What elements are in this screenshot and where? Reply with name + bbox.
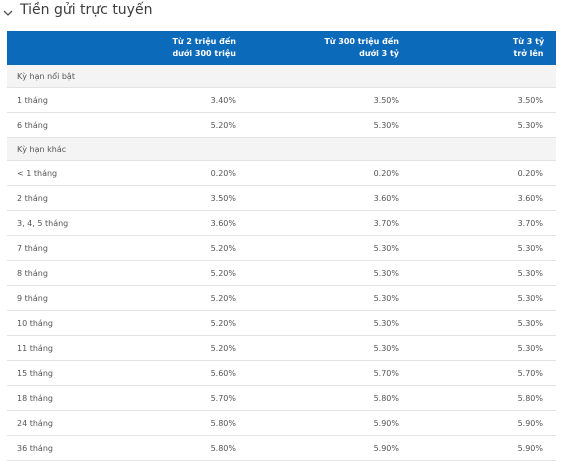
rate-tier-3-cell: 5.80% bbox=[405, 385, 556, 411]
table-row: 8 tháng 5.20% 5.30% 5.30% bbox=[7, 260, 556, 286]
table-row: 24 tháng 5.80% 5.90% 5.90% bbox=[7, 410, 556, 436]
rate-tier-3-cell: 5.90% bbox=[405, 435, 556, 461]
rate-tier-2-cell: 5.70% bbox=[242, 360, 405, 386]
interest-rate-table: Từ 2 triệu đến dưới 300 triệu Từ 300 tri… bbox=[7, 31, 556, 461]
term-cell: 9 tháng bbox=[7, 285, 145, 311]
table-row: 6 tháng 5.20% 5.30% 5.30% bbox=[7, 112, 556, 138]
chevron-down-icon bbox=[2, 4, 14, 16]
term-cell: 18 tháng bbox=[7, 385, 145, 411]
term-cell: 24 tháng bbox=[7, 410, 145, 436]
section-header[interactable]: Tiền gửi trực tuyến bbox=[2, 0, 152, 20]
rate-tier-3-cell: 5.30% bbox=[405, 260, 556, 286]
rate-tier-1-cell: 5.60% bbox=[145, 360, 242, 386]
table-row: 9 tháng 5.20% 5.30% 5.30% bbox=[7, 285, 556, 311]
table-row: 18 tháng 5.70% 5.80% 5.80% bbox=[7, 385, 556, 411]
table-row: 2 tháng 3.50% 3.60% 3.60% bbox=[7, 185, 556, 211]
header-term bbox=[7, 31, 145, 65]
header-tier-2: Từ 300 triệu đến dưới 3 tỷ bbox=[242, 31, 405, 65]
group-row: Kỳ hạn khác bbox=[7, 137, 556, 161]
rate-tier-1-cell: 0.20% bbox=[145, 160, 242, 186]
header-tier-1: Từ 2 triệu đến dưới 300 triệu bbox=[145, 31, 242, 65]
table-row: < 1 tháng 0.20% 0.20% 0.20% bbox=[7, 160, 556, 186]
rate-tier-2-cell: 5.30% bbox=[242, 260, 405, 286]
rate-tier-2-cell: 5.30% bbox=[242, 310, 405, 336]
rate-tier-3-cell: 0.20% bbox=[405, 160, 556, 186]
table-row: 15 tháng 5.60% 5.70% 5.70% bbox=[7, 360, 556, 386]
rate-tier-3-cell: 5.30% bbox=[405, 235, 556, 261]
rate-tier-3-cell: 5.30% bbox=[405, 310, 556, 336]
rate-tier-1-cell: 5.80% bbox=[145, 410, 242, 436]
section-title: Tiền gửi trực tuyến bbox=[20, 2, 153, 18]
rate-tier-3-cell: 5.30% bbox=[405, 112, 556, 138]
term-cell: 2 tháng bbox=[7, 185, 145, 211]
table-row: 7 tháng 5.20% 5.30% 5.30% bbox=[7, 235, 556, 261]
group-row: Kỳ hạn nổi bật bbox=[7, 65, 556, 88]
rate-tier-1-cell: 5.20% bbox=[145, 335, 242, 361]
rate-tier-3-cell: 5.90% bbox=[405, 410, 556, 436]
term-cell: 11 tháng bbox=[7, 335, 145, 361]
header-tier-3: Từ 3 tỷ trở lên bbox=[405, 31, 556, 65]
table-row: 36 tháng 5.80% 5.90% 5.90% bbox=[7, 435, 556, 461]
rate-tier-2-cell: 5.30% bbox=[242, 335, 405, 361]
term-cell: < 1 tháng bbox=[7, 160, 145, 186]
rate-tier-1-cell: 3.40% bbox=[145, 87, 242, 113]
table-row: 11 tháng 5.20% 5.30% 5.30% bbox=[7, 335, 556, 361]
rate-tier-1-cell: 5.20% bbox=[145, 285, 242, 311]
rate-tier-1-cell: 5.70% bbox=[145, 385, 242, 411]
table-row: 1 tháng 3.40% 3.50% 3.50% bbox=[7, 87, 556, 113]
rate-tier-2-cell: 5.30% bbox=[242, 112, 405, 138]
rate-tier-2-cell: 5.90% bbox=[242, 435, 405, 461]
table-header-row: Từ 2 triệu đến dưới 300 triệu Từ 300 tri… bbox=[7, 31, 556, 65]
rate-tier-3-cell: 5.70% bbox=[405, 360, 556, 386]
group-title: Kỳ hạn nổi bật bbox=[7, 65, 556, 88]
rate-tier-1-cell: 5.20% bbox=[145, 260, 242, 286]
rate-tier-3-cell: 5.30% bbox=[405, 335, 556, 361]
term-cell: 15 tháng bbox=[7, 360, 145, 386]
rate-tier-2-cell: 5.90% bbox=[242, 410, 405, 436]
term-cell: 1 tháng bbox=[7, 87, 145, 113]
rate-tier-1-cell: 3.50% bbox=[145, 185, 242, 211]
rate-tier-1-cell: 5.20% bbox=[145, 112, 242, 138]
rate-tier-2-cell: 3.50% bbox=[242, 87, 405, 113]
term-cell: 3, 4, 5 tháng bbox=[7, 210, 145, 236]
rate-tier-1-cell: 5.20% bbox=[145, 235, 242, 261]
group-title: Kỳ hạn khác bbox=[7, 137, 556, 161]
rate-tier-1-cell: 3.60% bbox=[145, 210, 242, 236]
rate-tier-1-cell: 5.20% bbox=[145, 310, 242, 336]
rate-tier-2-cell: 5.30% bbox=[242, 285, 405, 311]
rate-tier-3-cell: 3.70% bbox=[405, 210, 556, 236]
term-cell: 36 tháng bbox=[7, 435, 145, 461]
term-cell: 8 tháng bbox=[7, 260, 145, 286]
term-cell: 10 tháng bbox=[7, 310, 145, 336]
term-cell: 6 tháng bbox=[7, 112, 145, 138]
rate-tier-2-cell: 5.80% bbox=[242, 385, 405, 411]
rate-tier-2-cell: 3.60% bbox=[242, 185, 405, 211]
rate-tier-3-cell: 3.50% bbox=[405, 87, 556, 113]
table-row: 3, 4, 5 tháng 3.60% 3.70% 3.70% bbox=[7, 210, 556, 236]
table-row: 10 tháng 5.20% 5.30% 5.30% bbox=[7, 310, 556, 336]
rate-tier-2-cell: 5.30% bbox=[242, 235, 405, 261]
rate-tier-2-cell: 3.70% bbox=[242, 210, 405, 236]
rate-tier-2-cell: 0.20% bbox=[242, 160, 405, 186]
rate-tier-1-cell: 5.80% bbox=[145, 435, 242, 461]
term-cell: 7 tháng bbox=[7, 235, 145, 261]
rate-tier-3-cell: 5.30% bbox=[405, 285, 556, 311]
rate-tier-3-cell: 3.60% bbox=[405, 185, 556, 211]
